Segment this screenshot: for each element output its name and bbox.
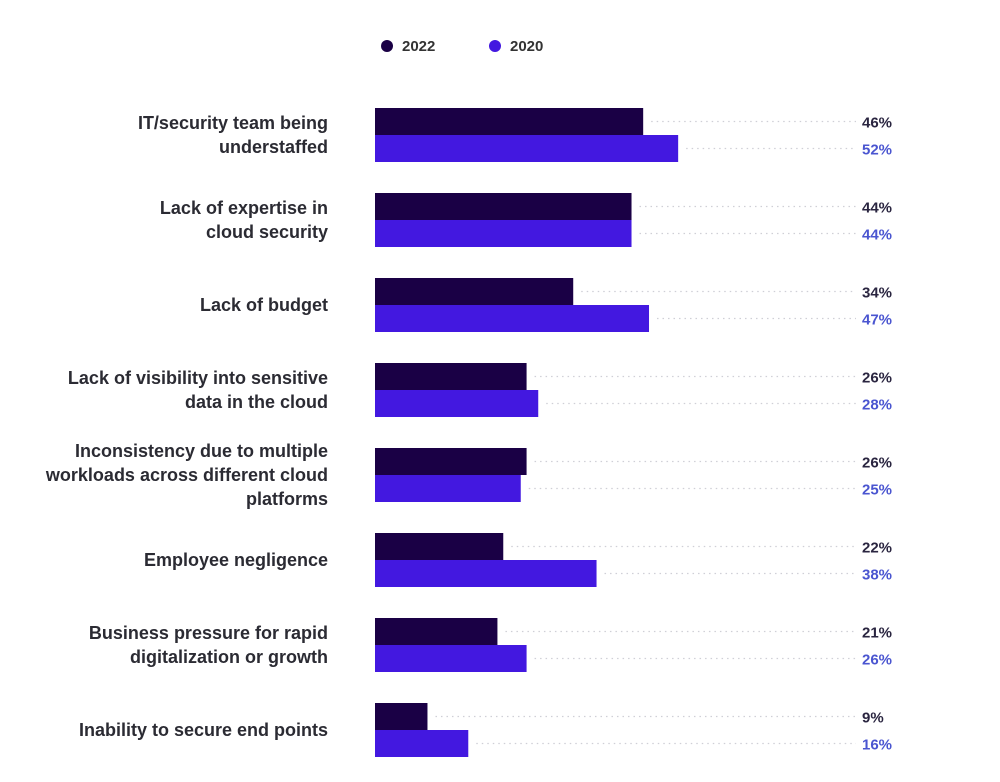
value-label-2020: 52% bbox=[862, 142, 892, 159]
value-label-2022: 34% bbox=[862, 285, 892, 302]
value-label-2022: 46% bbox=[862, 115, 892, 132]
category-label: digitalization or growth bbox=[130, 647, 328, 667]
bar-2020 bbox=[375, 305, 650, 332]
bar-2022 bbox=[375, 278, 574, 305]
category-label: Employee negligence bbox=[144, 550, 328, 570]
bar-2020 bbox=[375, 475, 521, 502]
bar-2020 bbox=[375, 645, 527, 672]
value-label-2020: 44% bbox=[862, 227, 892, 244]
value-label-2022: 44% bbox=[862, 200, 892, 217]
legend-label-2022: 2022 bbox=[402, 38, 435, 55]
bar-2020 bbox=[375, 220, 632, 247]
value-label-2022: 22% bbox=[862, 540, 892, 557]
category-label: Lack of expertise in bbox=[160, 198, 328, 218]
category-label: Business pressure for rapid bbox=[89, 623, 328, 643]
category-label: Lack of visibility into sensitive bbox=[68, 368, 328, 388]
bar-2020 bbox=[375, 560, 597, 587]
category-label: Lack of budget bbox=[200, 295, 328, 315]
category-label: Inability to secure end points bbox=[79, 720, 328, 740]
bar-2022 bbox=[375, 703, 428, 730]
bar-2022 bbox=[375, 618, 498, 645]
category-label: platforms bbox=[246, 489, 328, 509]
bar-2022 bbox=[375, 363, 527, 390]
bar-2022 bbox=[375, 108, 644, 135]
legend-marker-2022 bbox=[381, 40, 393, 52]
category-label: Inconsistency due to multiple bbox=[75, 441, 328, 461]
legend-marker-2020 bbox=[489, 40, 501, 52]
category-label: workloads across different cloud bbox=[45, 465, 328, 485]
value-label-2020: 28% bbox=[862, 397, 892, 414]
value-label-2020: 16% bbox=[862, 737, 892, 754]
value-label-2022: 26% bbox=[862, 455, 892, 472]
value-label-2020: 26% bbox=[862, 652, 892, 669]
bar-2022 bbox=[375, 448, 527, 475]
value-label-2022: 9% bbox=[862, 710, 884, 727]
value-label-2020: 25% bbox=[862, 482, 892, 499]
bar-2020 bbox=[375, 135, 679, 162]
value-label-2020: 47% bbox=[862, 312, 892, 329]
value-label-2022: 21% bbox=[862, 625, 892, 642]
value-label-2022: 26% bbox=[862, 370, 892, 387]
category-label: understaffed bbox=[219, 137, 328, 157]
bar-2020 bbox=[375, 730, 469, 757]
bar-2022 bbox=[375, 193, 632, 220]
value-label-2020: 38% bbox=[862, 567, 892, 584]
legend-label-2020: 2020 bbox=[510, 38, 543, 55]
bar-2022 bbox=[375, 533, 504, 560]
bar-2020 bbox=[375, 390, 539, 417]
category-label: IT/security team being bbox=[138, 113, 328, 133]
category-label: data in the cloud bbox=[185, 392, 328, 412]
category-label: cloud security bbox=[206, 222, 328, 242]
